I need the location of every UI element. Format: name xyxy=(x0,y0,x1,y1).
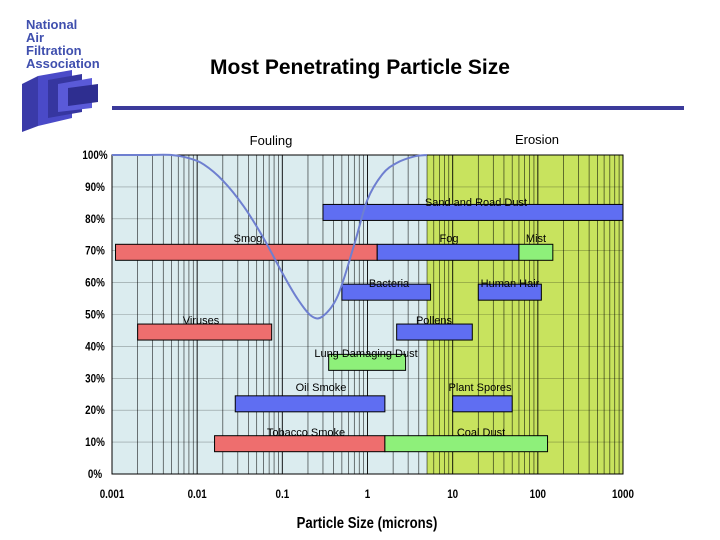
bars-layer xyxy=(115,203,624,453)
y-tick-label: 40% xyxy=(85,341,105,354)
title-rule xyxy=(112,106,684,110)
bar-label: Coal Dust xyxy=(457,427,505,439)
bar-label: Human Hair xyxy=(481,278,540,290)
x-tick-label: 0.001 xyxy=(100,488,125,501)
plot-frame xyxy=(111,154,624,475)
bar-smog xyxy=(115,243,378,261)
bar-coal-dust xyxy=(384,435,549,453)
x-tick-label: 1 xyxy=(365,488,370,501)
logo-graphic xyxy=(22,70,98,132)
logo-text: National Air Filtration Association xyxy=(26,18,100,70)
logo-line: Filtration xyxy=(26,43,82,58)
y-tick-label: 70% xyxy=(85,245,105,258)
logo-line: Association xyxy=(26,56,100,71)
y-tick-label: 80% xyxy=(85,213,105,226)
x-tick-label: 100 xyxy=(530,488,546,501)
x-tick-label: 10 xyxy=(447,488,458,501)
axes-layer: 0% 10% 20% 30% 40% 50% 60% 70% 80% 90% 100% 0.001 0.… xyxy=(82,149,634,532)
bar-label: Oil Smoke xyxy=(296,382,347,394)
bar-fog xyxy=(376,243,520,261)
labels-layer: Sand and Road Dust Smog Fog Mist Bacteria Hum… xyxy=(183,132,559,439)
bar-lung-damaging-dust xyxy=(328,353,407,371)
bar-label: Plant Spores xyxy=(449,382,512,394)
x-tick-label: 0.1 xyxy=(275,488,289,501)
region-label-erosion: Erosion xyxy=(515,132,559,147)
bar-bacteria xyxy=(341,283,432,301)
bar-pollens xyxy=(396,323,473,341)
logo-line: National xyxy=(26,17,78,32)
y-tick-label: 100% xyxy=(82,149,107,162)
bar-label: Mist xyxy=(526,233,546,245)
y-tick-label: 30% xyxy=(85,372,105,385)
nafa-logo: National Air Filtration Association xyxy=(20,14,100,132)
bar-label: Lung Damaging Dust xyxy=(314,348,417,360)
bar-sand-and-road-dust xyxy=(322,203,624,221)
bar-label: Smog xyxy=(234,233,263,245)
y-tick-label: 60% xyxy=(85,277,105,290)
y-tick-label: 10% xyxy=(85,436,105,449)
y-tick-label: 20% xyxy=(85,404,105,417)
x-axis-title: Particle Size (microns) xyxy=(297,515,438,532)
bar-label: Sand and Road Dust xyxy=(425,197,527,209)
bar-oil-smoke xyxy=(234,395,386,413)
bar-label: Tobacco Smoke xyxy=(267,427,345,439)
y-tick-label: 0% xyxy=(88,468,102,481)
region-label-fouling: Fouling xyxy=(250,133,293,148)
x-tick-label: 0.01 xyxy=(188,488,207,501)
bar-plant-spores xyxy=(452,395,513,413)
x-tick-label: 1000 xyxy=(612,488,634,501)
bar-label: Bacteria xyxy=(369,278,410,290)
chart-title: Most Penetrating Particle Size xyxy=(210,56,510,79)
efficiency-curve xyxy=(112,153,428,320)
y-tick-label: 90% xyxy=(85,181,105,194)
bar-label: Viruses xyxy=(183,315,220,327)
bar-label: Pollens xyxy=(416,315,453,327)
bar-mist xyxy=(518,243,554,261)
bar-label: Fog xyxy=(440,233,459,245)
y-tick-label: 50% xyxy=(85,309,105,322)
logo-line: Air xyxy=(26,30,45,45)
bar-human-hair xyxy=(477,283,542,301)
bar-viruses xyxy=(137,323,273,341)
